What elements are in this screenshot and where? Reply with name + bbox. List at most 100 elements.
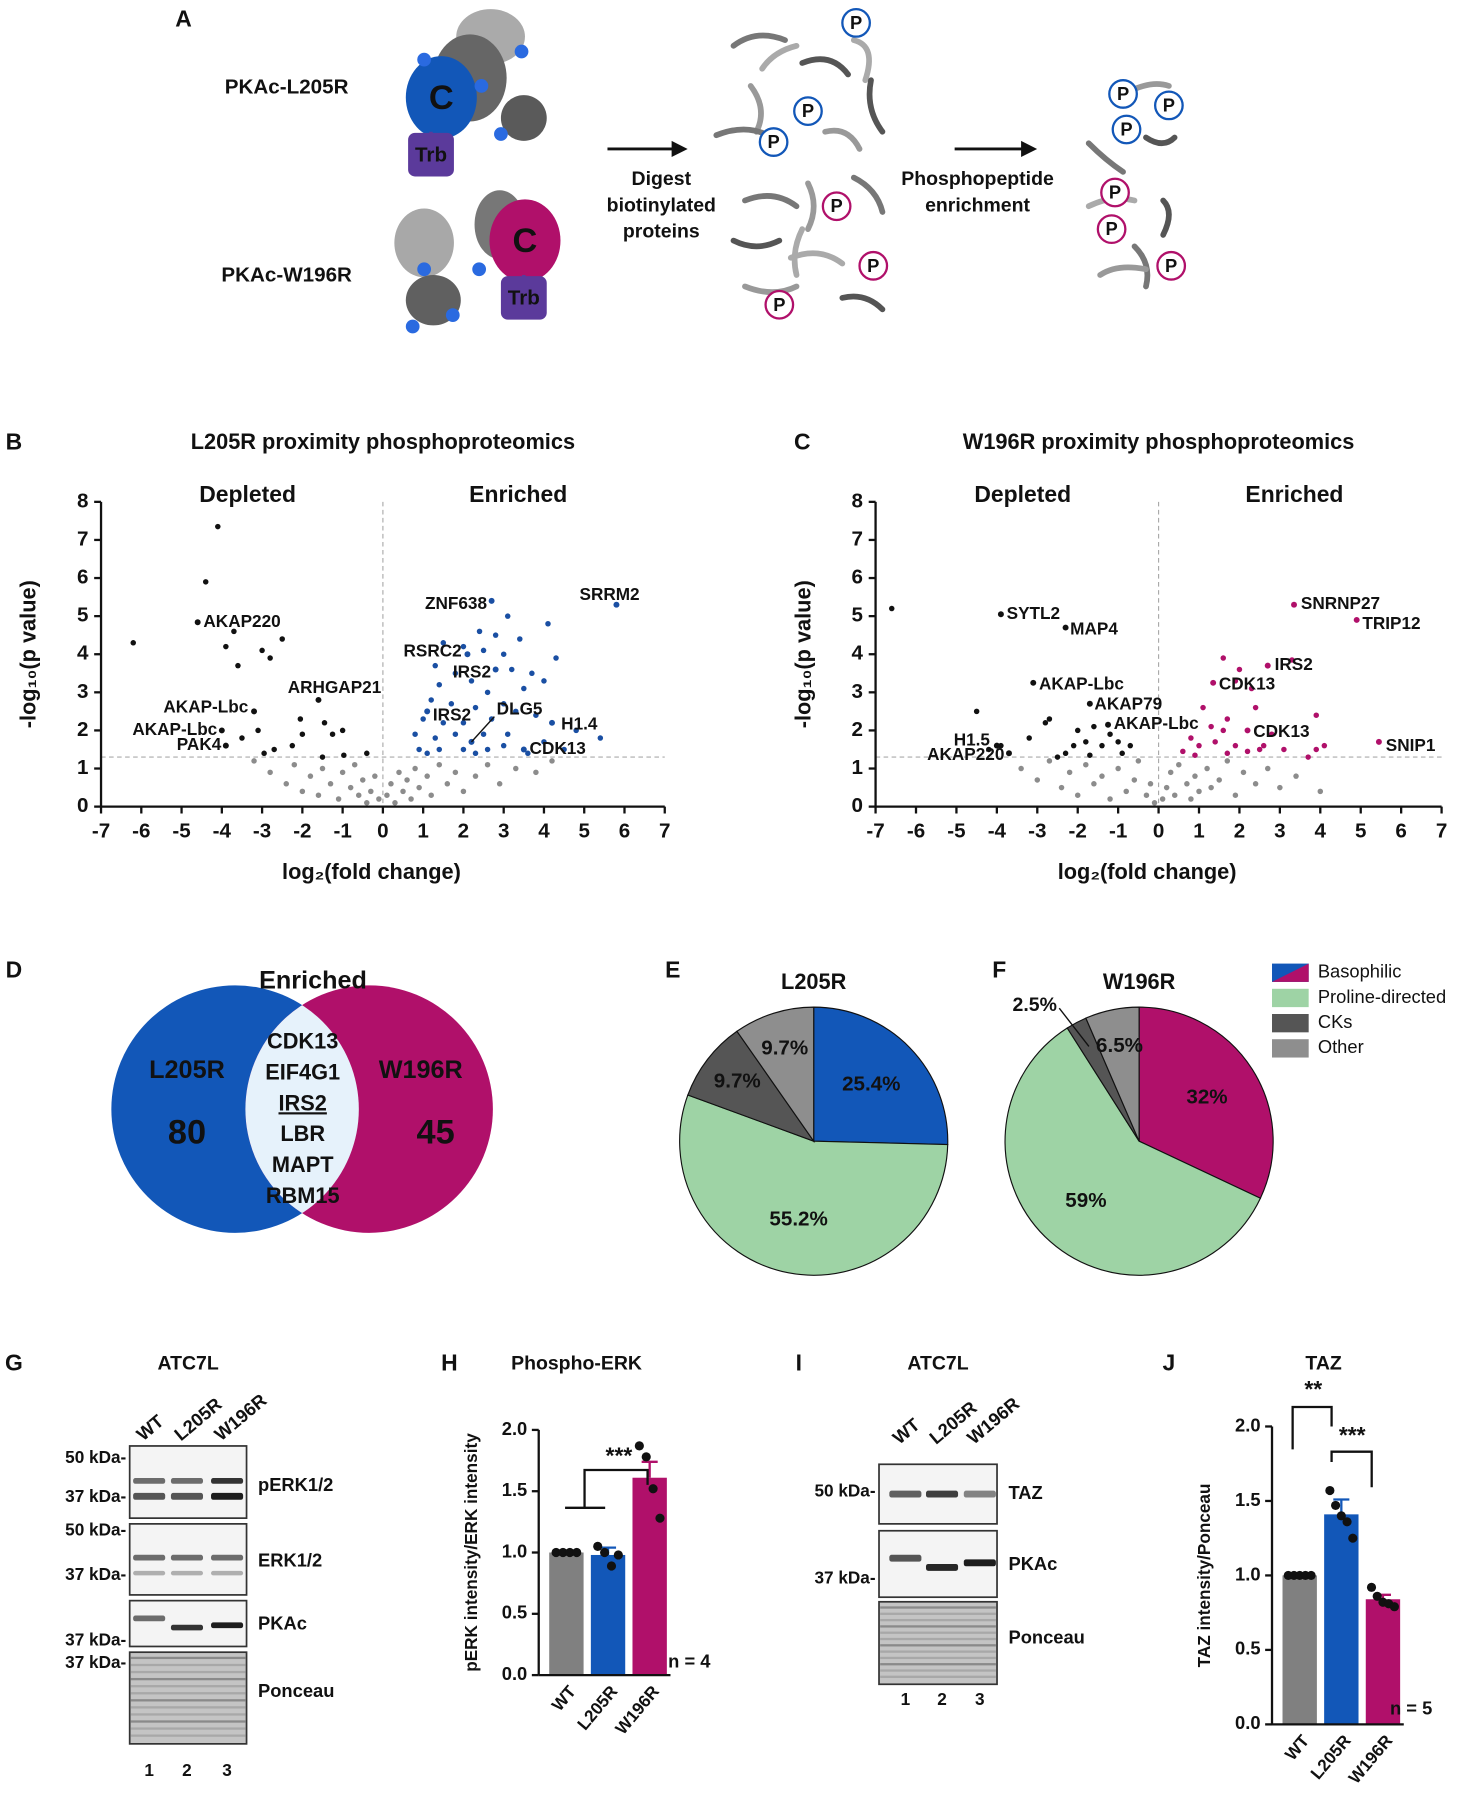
data-point [364, 750, 370, 757]
x-tick-label: WT [547, 1681, 580, 1715]
point-label: AKAP220 [203, 611, 280, 631]
data-point [1046, 758, 1053, 764]
labeled-point [549, 719, 555, 726]
point-label: AKAP-Lbc [163, 696, 248, 716]
data-point [1196, 788, 1202, 795]
data-point [1074, 792, 1081, 798]
point-label: AKAP220 [927, 744, 1004, 764]
data-point [541, 678, 547, 684]
labeled-point [1086, 700, 1093, 707]
data-point [436, 746, 443, 753]
y-axis-label: TAZ intensity/Ponceau [1194, 1484, 1214, 1668]
data-point [1042, 720, 1049, 726]
x-tick-label: 5 [1355, 819, 1366, 842]
step-label: proteins [623, 221, 700, 243]
band [963, 1490, 996, 1498]
labeled-point [1244, 727, 1251, 734]
data-point [533, 712, 539, 718]
target-label: PKAc [258, 1613, 307, 1634]
annotation: Depleted [974, 481, 1071, 507]
point-label: RSRC2 [404, 640, 462, 660]
ponceau-stripe [130, 1734, 246, 1737]
kinase-body [489, 199, 561, 282]
annotation: Depleted [199, 481, 296, 507]
data-point [504, 731, 511, 737]
x-tick-label: -2 [1069, 819, 1087, 842]
data-point [1172, 792, 1178, 798]
data-point [1083, 761, 1089, 768]
annotation: ** [1304, 1376, 1322, 1402]
panel-label: D [6, 957, 23, 983]
phospho-circle [764, 289, 795, 320]
labeled-point [488, 597, 495, 604]
x-tick-label: -5 [172, 819, 190, 842]
band [170, 1624, 204, 1631]
band [963, 1559, 996, 1567]
ponceau-stripe [880, 1663, 996, 1666]
labeled-point [520, 746, 527, 753]
step-label: enrichment [925, 194, 1030, 216]
ponceau-stripe [130, 1677, 246, 1681]
pie-slice [736, 1006, 815, 1144]
y-tick-label: 4 [852, 642, 864, 665]
target-label: ERK1/2 [258, 1550, 322, 1571]
phospho-circle [793, 96, 823, 127]
data-point [299, 788, 306, 795]
y-tick-label: 1.0 [1235, 1563, 1260, 1584]
data-point [1184, 781, 1190, 787]
ponceau-stripe [130, 1663, 246, 1667]
band [170, 1554, 204, 1561]
data-point [267, 655, 273, 661]
labeled-point [1210, 679, 1217, 686]
panel-label: B [6, 428, 23, 454]
replicate-point [593, 1541, 603, 1551]
data-point [553, 655, 559, 661]
data-point [321, 720, 328, 726]
x-tick-label: -4 [213, 819, 232, 842]
y-tick-label: 5 [77, 604, 88, 627]
significance-bracket [565, 1468, 649, 1509]
legend-label: Basophilic [1318, 961, 1402, 982]
bar [590, 1554, 626, 1676]
y-tick-label: 0.5 [502, 1602, 527, 1623]
data-point [1252, 704, 1259, 711]
x-axis-label: log₂(fold change) [282, 859, 461, 884]
data-point [424, 773, 430, 779]
pie-slice [1085, 1006, 1140, 1142]
lane-number: 3 [222, 1760, 232, 1780]
replicate-point [572, 1547, 582, 1558]
data-point [1123, 788, 1129, 795]
data-point [1135, 758, 1142, 764]
biotin [417, 262, 432, 277]
construct-label: PKAc-L205R [225, 76, 349, 99]
data-point [452, 769, 459, 776]
phospho-label: P [802, 100, 814, 121]
data-point [549, 758, 555, 764]
data-point [541, 739, 547, 745]
data-point [251, 758, 257, 764]
data-point [492, 632, 499, 638]
data-point [1232, 742, 1239, 749]
data-point [1074, 727, 1081, 734]
y-tick-label: 0 [852, 794, 863, 817]
data-point [484, 761, 491, 768]
data-point [259, 647, 265, 654]
ponceau-stripe [880, 1644, 996, 1647]
biotin [405, 319, 420, 334]
slice-label: 6.5% [1096, 1034, 1143, 1057]
x-tick-label: -4 [988, 819, 1007, 842]
data-point [1159, 796, 1166, 802]
data-point [1313, 746, 1320, 753]
target-label: pERK1/2 [258, 1474, 333, 1495]
annotation: *** [606, 1442, 633, 1468]
data-point [267, 769, 273, 776]
y-tick-label: 0.0 [1235, 1712, 1260, 1733]
data-point [436, 681, 443, 688]
panel-label: I [796, 1350, 802, 1376]
marker-label: 50 kDa- [814, 1480, 875, 1500]
venn-shared-item: CDK13 [267, 1028, 338, 1053]
data-point [545, 621, 551, 627]
band [211, 1570, 244, 1576]
band [211, 1622, 244, 1629]
peptide [805, 180, 817, 233]
